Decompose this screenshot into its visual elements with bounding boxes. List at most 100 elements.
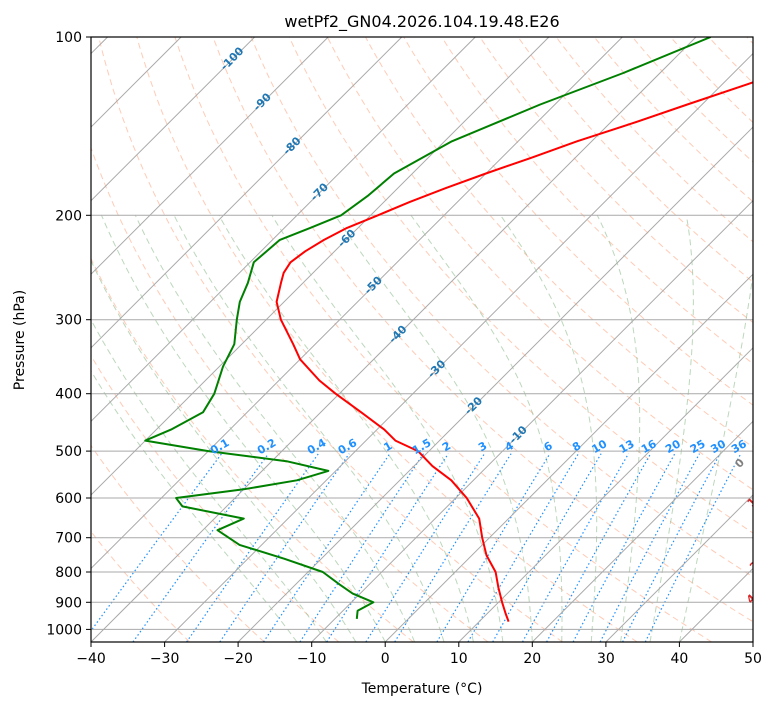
dry-adiabat: [479, 37, 753, 324]
dry-adiabat: [708, 37, 753, 84]
isotherm-line: [458, 347, 753, 642]
mixing-ratio-line: [365, 453, 486, 642]
y-tick-label: 800: [55, 565, 82, 581]
mixing-ratio-line: [91, 453, 223, 632]
plot-area: [91, 37, 753, 642]
dry-adiabat: [98, 37, 563, 642]
y-tick-label: 600: [55, 491, 82, 507]
isotherm-line: [605, 494, 753, 642]
x-tick-label: 0: [381, 651, 390, 667]
x-tick-label: 20: [523, 651, 541, 667]
isotherm-line: [91, 37, 329, 275]
isotherm-label: -30: [425, 357, 448, 380]
y-tick-label: 400: [55, 387, 82, 403]
theta-label: 10: [745, 489, 765, 509]
isotherm-line: [91, 37, 623, 570]
dry-adiabat: [517, 37, 753, 283]
mixing-ratio-line: [326, 453, 449, 642]
x-tick-label: −30: [150, 651, 180, 667]
plot-frame: [90, 36, 754, 643]
moist-adiabat: [101, 215, 386, 642]
moist-adiabat: [173, 215, 445, 642]
mixing-ratio-line: [572, 453, 676, 642]
isotherm-line: [164, 52, 753, 642]
dry-adiabat: [365, 37, 753, 448]
mixing-ratio-line: [436, 453, 551, 642]
moist-adiabat: [218, 215, 474, 642]
mixing-ratio-line: [394, 453, 512, 642]
axes: −40 −30 −20 −10 0 10 20 30 40 5010020030040050060…: [46, 30, 762, 667]
dry-adiabat: [326, 37, 753, 491]
isotherm-line: [384, 273, 753, 642]
y-tick-label: 100: [55, 30, 82, 46]
y-tick-label: 200: [55, 208, 82, 224]
isotherm-line: [91, 37, 476, 423]
isotherm-line: [311, 199, 753, 642]
x-tick-label: 10: [450, 651, 468, 667]
y-tick-label: 300: [55, 313, 82, 329]
mixing-ratio-line: [622, 453, 721, 642]
moist-adiabat: [334, 215, 533, 642]
mixing-ratio-label: 0.2: [255, 436, 278, 457]
profile-lines: [144, 37, 753, 622]
mixing-ratio-label: 6: [542, 439, 555, 454]
isotherm-line: [91, 37, 550, 496]
mixing-ratio-line: [644, 453, 742, 642]
y-tick-label: 500: [55, 444, 82, 460]
moist-adiabat: [91, 318, 327, 642]
x-tick-label: −40: [76, 651, 106, 667]
theta-label: 30: [747, 553, 767, 573]
mixing-ratio-label: 30: [708, 437, 728, 456]
y-axis-label: Pressure (hPa): [12, 290, 28, 390]
isoline-labels: 0.1 0.2 0.4 0.6 1 1.5 2 3 4 6 8 10 13 16 20 25 30 36-100-…: [208, 44, 775, 606]
x-tick-label: 40: [670, 651, 688, 667]
isotherm-line: [91, 37, 403, 349]
x-tick-label: 50: [744, 651, 762, 667]
moist-adiabat: [91, 259, 357, 642]
moist-adiabat: [678, 270, 753, 642]
mixing-ratio-label: 16: [639, 437, 659, 456]
y-tick-label: 700: [55, 531, 82, 547]
mixing-ratio-line: [132, 453, 269, 642]
y-tick-label: 1000: [46, 622, 82, 638]
dry-adiabat: [555, 37, 753, 243]
dry-adiabat: [670, 37, 753, 124]
dry-adiabat: [288, 37, 753, 534]
mixing-ratio-label: 1.5: [410, 436, 433, 457]
dry-adiabat: [91, 257, 414, 642]
temperature-profile: [275, 81, 753, 622]
isotherm-line: [531, 420, 753, 642]
isotherm-line: [752, 641, 753, 642]
isotherm-line: [91, 37, 697, 642]
x-tick-label: −10: [297, 651, 327, 667]
mixing-ratio-line: [492, 453, 602, 642]
dry-adiabat: [91, 444, 265, 642]
mixing-ratio-label: 25: [688, 437, 708, 456]
moist-adiabat: [134, 215, 416, 642]
moist-adiabat: [271, 215, 504, 642]
dry-adiabat: [91, 146, 489, 642]
mixing-ratio-label: 0.6: [336, 436, 360, 457]
theta-label: 20: [757, 521, 775, 541]
dry-adiabat: [91, 530, 190, 642]
mixing-ratio-line: [521, 453, 630, 642]
y-tick-label: 900: [55, 595, 82, 611]
mixing-ratio-line: [546, 453, 652, 642]
dry-adiabat: [632, 37, 753, 163]
mixing-ratio-label: 20: [663, 437, 683, 456]
moist-adiabat: [649, 215, 694, 642]
chart-title: wetPf2_GN04.2026.104.19.48.E26: [284, 12, 559, 32]
dry-adiabat: [212, 37, 753, 623]
mixing-ratio-label: 2: [440, 439, 453, 454]
x-tick-label: −20: [223, 651, 253, 667]
mixing-ratio-label: 13: [617, 437, 637, 456]
theta-label: 0: [732, 456, 747, 471]
isotherm-line: [91, 37, 256, 202]
mixing-ratio-label: 8: [570, 439, 583, 454]
dewpoint-profile: [144, 37, 712, 619]
dry-adiabat: [746, 37, 753, 45]
mixing-ratio-line: [262, 453, 391, 642]
dry-adiabat: [91, 354, 340, 642]
x-axis-label: Temperature (°C): [361, 681, 483, 697]
